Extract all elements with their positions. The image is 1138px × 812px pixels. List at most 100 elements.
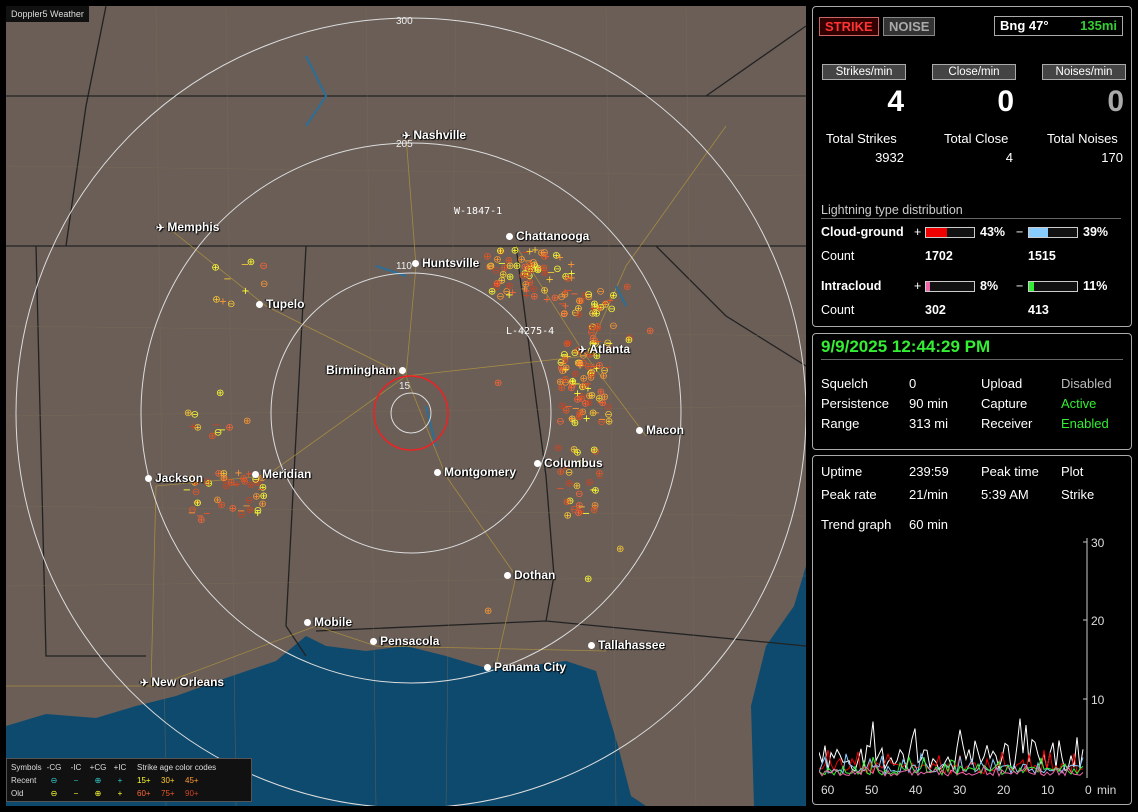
legend-symbol: ⊖	[50, 776, 58, 785]
strike-symbol: ⊕	[597, 303, 605, 314]
y-tick-label: 30	[1091, 538, 1105, 550]
strikes-per-min-button[interactable]: Strikes/min	[822, 64, 906, 80]
city-name: Jackson	[155, 471, 204, 485]
ic-positive-fill	[926, 282, 930, 291]
strike-symbol: −	[588, 350, 596, 361]
strike-tab[interactable]: STRIKE	[819, 17, 879, 36]
strike-symbol: ⊕	[552, 251, 560, 262]
city-name: Macon	[646, 423, 685, 437]
plot-label: Plot	[1061, 464, 1084, 479]
strike-symbol: +	[505, 290, 513, 301]
strike-symbol: ⊕	[554, 443, 562, 454]
peak-time-label: Peak time	[981, 464, 1039, 479]
legend-old-label: Old	[11, 789, 24, 798]
ic-negative-count: 413	[1028, 303, 1049, 317]
airport-icon: ✈	[140, 678, 149, 689]
total-close-label: Total Close	[944, 131, 1009, 146]
city-name: New Orleans	[151, 675, 225, 689]
strike-symbol: ⊕	[225, 423, 233, 434]
strike-symbol: ⊖	[570, 505, 578, 516]
city-dot-icon	[484, 664, 491, 672]
strike-symbol: ⊕	[193, 498, 201, 509]
strike-symbol: ⊖	[575, 489, 583, 500]
city-dot-icon	[636, 427, 643, 435]
strike-symbol: ⊕	[258, 473, 266, 484]
strike-symbol: ⊕	[578, 382, 586, 393]
total-close-value: 4	[1005, 150, 1013, 165]
strike-symbol: ⊕	[586, 477, 594, 488]
noises-per-min-button[interactable]: Noises/min	[1042, 64, 1126, 80]
plot-value[interactable]: Strike	[1061, 487, 1095, 502]
strike-symbol: ⊖	[540, 248, 548, 259]
strike-symbol: ⊕	[498, 276, 506, 287]
strike-symbol: ⊕	[556, 377, 564, 388]
strike-symbol: ⊕	[496, 246, 504, 257]
x-tick-label: 50	[865, 783, 879, 797]
strike-symbol: ⊕	[557, 363, 565, 374]
map-marker-label: L-4275-4	[506, 326, 555, 337]
ic-positive-bar	[925, 281, 975, 292]
ic-label: Intracloud	[821, 279, 882, 293]
strike-symbol: −	[578, 502, 586, 513]
strike-symbol: +	[543, 294, 551, 305]
strike-symbol: −	[203, 508, 211, 519]
strike-symbol: ⊕	[625, 335, 633, 346]
strike-symbol: ⊖	[519, 270, 527, 281]
squelch-value: 0	[909, 376, 917, 391]
strike-symbol: −	[188, 508, 196, 519]
strike-symbol: ⊖	[492, 265, 500, 276]
cg-negative-bar	[1028, 227, 1078, 238]
legend-symbol: ⊕	[94, 776, 102, 785]
peak-rate-label: Peak rate	[821, 487, 877, 502]
legend-header: +IC	[113, 763, 127, 772]
city-dot-icon	[412, 260, 419, 268]
city-name: Tupelo	[266, 297, 305, 311]
strike-symbol: ⊕	[565, 479, 573, 490]
noise-tab[interactable]: NOISE	[883, 17, 936, 36]
datetime-display: 9/9/2025 12:44:29 PM	[821, 337, 1123, 360]
strike-symbol: ⊕	[595, 393, 603, 404]
strike-symbol: ⊕	[575, 358, 583, 369]
receiver-value: Enabled	[1061, 416, 1109, 431]
strike-symbol: +	[568, 273, 576, 284]
close-per-min-button[interactable]: Close/min	[932, 64, 1016, 80]
strike-symbol: ⊕	[192, 477, 200, 488]
ic-positive-pct: 8%	[980, 279, 999, 293]
strike-symbol: ⊕	[589, 408, 597, 419]
strike-symbol: ⊖	[597, 417, 605, 428]
strike-symbol: ⊕	[530, 292, 538, 303]
strike-symbol: +	[189, 421, 197, 432]
strike-symbol: ⊕	[558, 383, 566, 394]
strike-symbol: ⊖	[553, 264, 561, 275]
total-noises-label: Total Noises	[1047, 131, 1118, 146]
strike-symbol: ⊕	[540, 286, 548, 297]
strike-symbol: ⊕	[595, 360, 603, 371]
x-tick-label: 60	[821, 783, 835, 797]
strike-symbol: ⊕	[526, 278, 534, 289]
cg-positive-count: 1702	[925, 249, 953, 263]
strike-symbol: ⊕	[534, 265, 542, 276]
strike-symbol: −	[592, 408, 600, 419]
strike-symbol: +	[509, 288, 517, 299]
strike-symbol: ⊕	[499, 269, 507, 280]
strike-symbol: ⊕	[587, 373, 595, 384]
strike-symbol: ⊕	[526, 265, 534, 276]
strike-symbol: ⊕	[505, 255, 513, 266]
strike-symbol: ⊕	[522, 280, 530, 291]
legend-header: -IC	[70, 763, 82, 772]
strike-symbol: ⊕	[247, 257, 255, 268]
city-dot-icon	[256, 301, 263, 309]
city-label-dothan: Dothan	[504, 568, 555, 582]
strike-symbol: ⊕	[212, 295, 220, 306]
strike-symbol: −	[212, 420, 220, 431]
state-borders	[6, 6, 806, 657]
strike-symbol: ⊖	[237, 510, 245, 521]
strike-symbol: ⊕	[626, 333, 634, 344]
strike-symbol: ⊕	[589, 333, 597, 344]
lightning-map[interactable]: ⊖ ⊕ ⊕ ⊖ + ⊕ ⊖ ⊖ ⊖ ⊕ ⊕ ⊖ − ⊕ − + + ⊕ ⊕ − + ⊕ + ⊕ + ⊖ ⊕ ⊕ ⊕ ⊕ + ⊖ ⊕ ⊕ ⊕ ⊕ + ⊕ − ⊕…	[6, 6, 806, 806]
legend-age: 75+	[161, 789, 175, 798]
strike-symbol: +	[569, 376, 577, 387]
upload-value: Disabled	[1061, 376, 1112, 391]
x-tick-label: 30	[953, 783, 967, 797]
close-per-min-value: 0	[997, 85, 1014, 118]
